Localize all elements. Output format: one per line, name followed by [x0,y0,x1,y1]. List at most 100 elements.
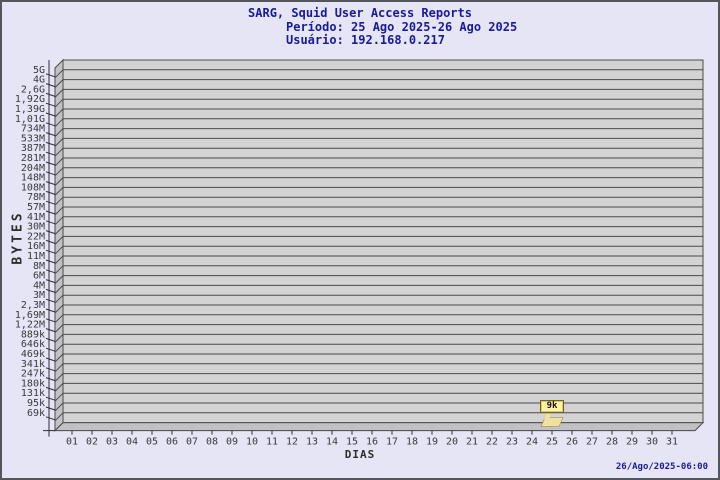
y-tick-label: 180k [21,378,45,389]
y-tick [45,102,56,107]
chart-subtitle-user: Usuário: 192.168.0.217 [286,33,445,47]
y-tick [45,367,56,372]
wall-diagonal [54,265,64,275]
y-tick [45,230,56,235]
wall-diagonal [54,196,64,206]
y-tick-label: 22M [27,231,45,242]
x-tick-label: 31 [666,437,678,448]
x-tick-label: 06 [166,437,178,448]
wall-diagonal [54,216,64,226]
x-tick-label: 15 [346,437,358,448]
chart-subtitle-period: Período: 25 Ago 2025-26 Ago 2025 [286,20,518,34]
wall-diagonal [54,118,64,128]
y-tick [45,357,56,362]
x-tick-label: 10 [246,437,258,448]
y-tick-label: 734M [21,124,45,135]
wall-diagonal [54,138,64,147]
y-tick [45,347,56,352]
wall-diagonal [54,245,64,255]
x-tick-label: 03 [106,437,118,448]
y-tick-label: 2,3M [21,300,45,311]
wall-diagonal [54,89,64,98]
wall-diagonal [54,363,64,373]
wall-diagonal [54,412,64,422]
y-tick [45,141,56,146]
y-tick-label: 148M [21,173,45,184]
x-tick-label: 17 [386,437,398,448]
y-tick-label: 1,69M [15,310,45,321]
y-tick-label: 131k [21,388,45,399]
x-tick-label: 23 [506,437,518,448]
x-tick-label: 24 [526,437,538,448]
y-tick [45,161,56,166]
y-tick-label: 5G [33,65,45,76]
y-tick-label: 30M [27,222,45,233]
y-tick-label: 469k [21,349,45,360]
y-tick [45,318,56,323]
y-tick-label: 6M [33,271,45,282]
y-tick [45,337,56,342]
x-tick-label: 09 [226,437,238,448]
wall-diagonal [54,167,64,177]
y-tick [45,132,56,137]
chart-title: SARG, Squid User Access Reports [248,6,472,20]
wall-diagonal [54,157,64,167]
x-tick-label: 19 [426,437,438,448]
y-tick-label: 69k [27,408,45,419]
x-tick-label: 01 [66,437,78,448]
x-tick-label: 27 [586,437,598,448]
x-tick-label: 25 [546,437,558,448]
x-tick-label: 30 [646,437,658,448]
wall-diagonal [54,383,64,392]
wall-diagonal [54,402,64,412]
y-tick-label: 1,92G [15,94,45,105]
y-tick [45,396,56,401]
wall-diagonal [54,294,64,304]
y-tick-label: 41M [27,212,45,223]
x-tick-label: 04 [126,437,138,448]
y-tick [45,92,56,97]
plot-floor [53,422,705,432]
y-tick-label: 57M [27,202,45,213]
y-tick-label: 1,01G [15,114,45,125]
y-tick [45,288,56,293]
wall-diagonal [54,69,64,79]
wall-diagonal [54,373,64,382]
data-bar [540,417,564,427]
x-tick-label: 21 [466,437,478,448]
wall-diagonal [54,285,64,294]
y-tick-label: 204M [21,163,45,174]
x-tick-label: 14 [326,437,338,448]
y-tick-label: 341k [21,359,45,370]
y-tick [45,83,56,88]
y-tick [45,259,56,264]
y-tick [45,220,56,225]
data-bar-stem [544,413,551,420]
y-tick [45,190,56,195]
wall-diagonal [54,187,64,196]
y-tick [45,386,56,391]
wall-diagonal [54,206,64,216]
x-tick-label: 29 [626,437,638,448]
y-tick [45,239,56,244]
y-tick-label: 8M [33,261,45,272]
y-axis-title: BYTES [10,210,26,265]
y-tick [45,73,56,78]
data-point-value-flag: 9k [540,400,564,413]
y-tick-label: 78M [27,192,45,203]
y-tick-label: 281M [21,153,45,164]
y-tick-label: 2,6G [21,84,45,95]
x-tick-label: 12 [286,437,298,448]
x-tick-label: 02 [86,437,98,448]
x-tick-label: 05 [146,437,158,448]
y-tick [45,200,56,205]
y-tick [45,279,56,284]
y-tick [45,171,56,176]
x-tick-label: 28 [606,437,618,448]
wall-diagonal [54,108,64,118]
y-tick [45,181,56,186]
y-tick [45,269,56,274]
x-tick-label: 13 [306,437,318,448]
y-tick [45,210,56,215]
